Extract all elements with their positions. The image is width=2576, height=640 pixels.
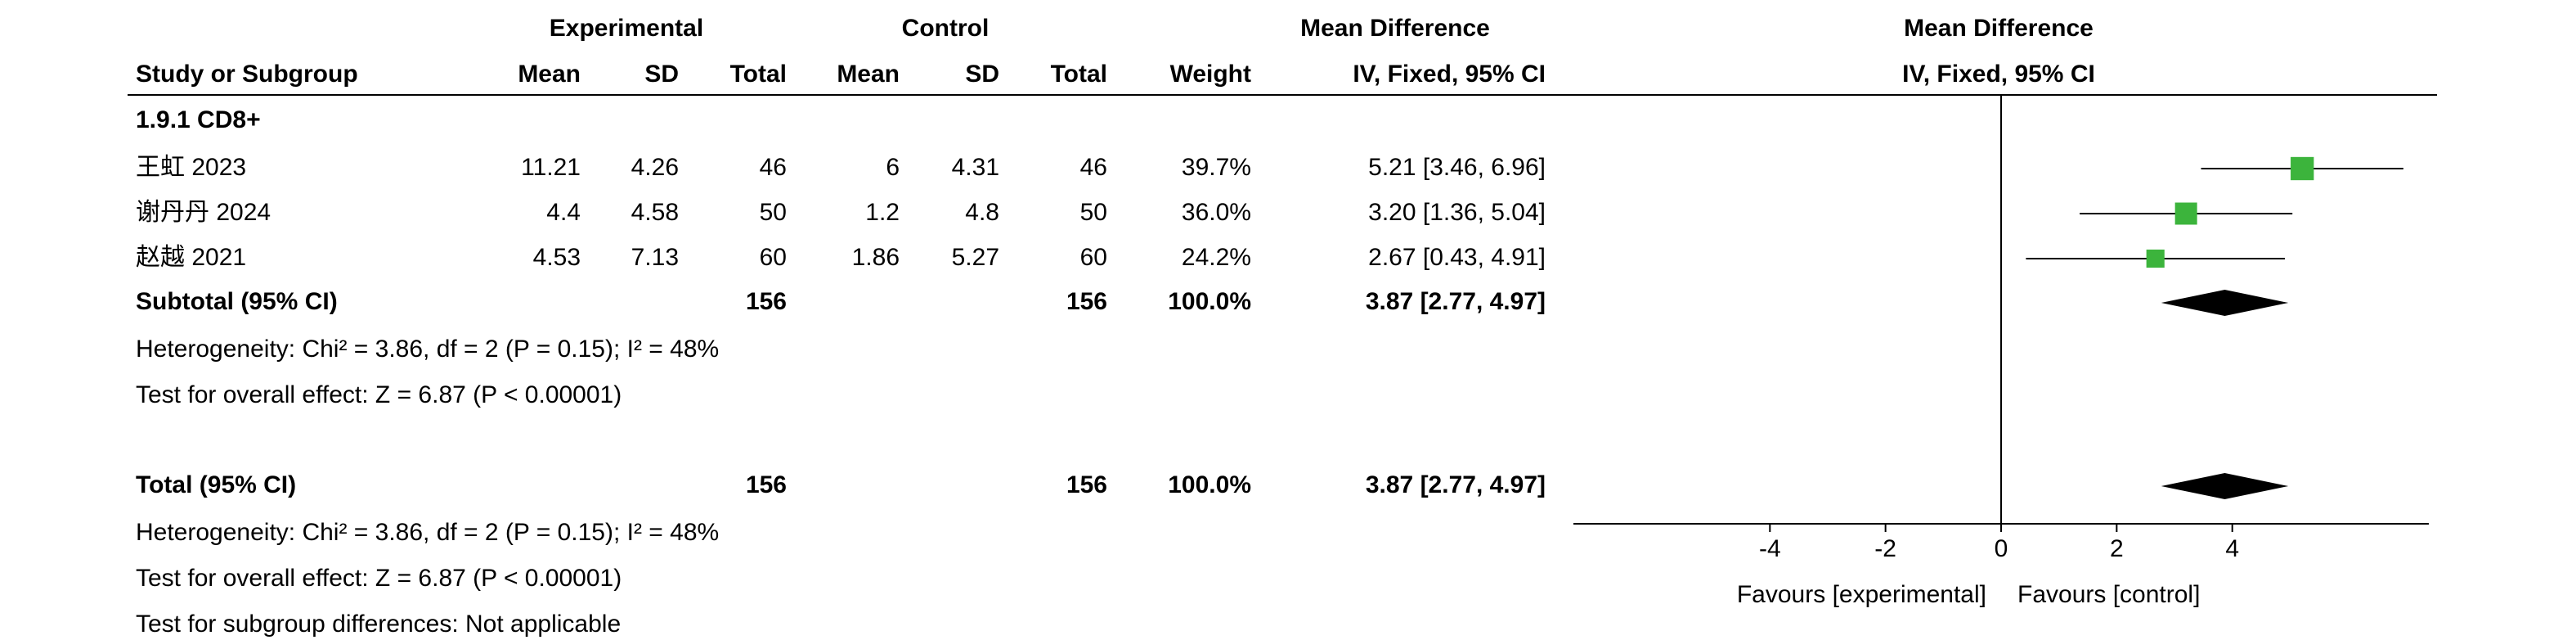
summary-note: Test for overall effect: Z = 6.87 (P < 0… xyxy=(136,381,622,408)
summary-cell: 3.87 [2.77, 4.97] xyxy=(1366,288,1546,315)
column-header: Total xyxy=(730,61,787,88)
x-tick-label: -2 xyxy=(1874,535,1896,562)
group-header: Experimental xyxy=(550,15,703,42)
group-header: Mean Difference xyxy=(1300,15,1490,42)
column-header: Study or Subgroup xyxy=(136,61,358,88)
summary-note: Test for overall effect: Z = 6.87 (P < 0… xyxy=(136,565,622,592)
group-header: Control xyxy=(902,15,990,42)
x-label-left: Favours [experimental] xyxy=(1737,581,1986,608)
x-tick-label: 2 xyxy=(2110,535,2124,562)
x-label-right: Favours [control] xyxy=(2017,581,2200,608)
x-tick-label: 4 xyxy=(2225,535,2239,562)
summary-cell: 156 xyxy=(1066,288,1107,315)
cell: 2.67 [0.43, 4.91] xyxy=(1368,244,1546,271)
summary-label: Subtotal (95% CI) xyxy=(136,288,338,315)
cell: 5.21 [3.46, 6.96] xyxy=(1368,154,1546,181)
column-header: SD xyxy=(965,61,999,88)
summary-cell: 100.0% xyxy=(1168,288,1251,315)
column-header: Total xyxy=(1051,61,1107,88)
cell: 1.2 xyxy=(865,199,900,226)
plot-header: Mean Difference xyxy=(1904,15,2094,42)
cell: 4.58 xyxy=(631,199,679,226)
summary-cell: 156 xyxy=(746,471,787,498)
cell: 4.53 xyxy=(533,244,581,271)
column-header: SD xyxy=(644,61,679,88)
summary-note: Test for subgroup differences: Not appli… xyxy=(136,611,621,638)
summary-cell: 100.0% xyxy=(1168,471,1251,498)
cell: 王虹 2023 xyxy=(136,154,246,181)
summary-note: Heterogeneity: Chi² = 3.86, df = 2 (P = … xyxy=(136,336,719,363)
cell: 36.0% xyxy=(1182,199,1251,226)
cell: 39.7% xyxy=(1182,154,1251,181)
column-header: Mean xyxy=(837,61,900,88)
column-header: Weight xyxy=(1170,61,1251,88)
study-square xyxy=(2146,249,2165,268)
cell: 3.20 [1.36, 5.04] xyxy=(1368,199,1546,226)
cell: 46 xyxy=(760,154,787,181)
column-header: IV, Fixed, 95% CI xyxy=(1353,61,1546,88)
cell: 赵越 2021 xyxy=(136,244,246,271)
summary-diamond xyxy=(2161,473,2289,499)
cell: 60 xyxy=(760,244,787,271)
x-tick-label: 0 xyxy=(1995,535,2008,562)
cell: 11.21 xyxy=(521,154,581,181)
cell: 46 xyxy=(1080,154,1107,181)
summary-label: Total (95% CI) xyxy=(136,471,296,498)
cell: 4.31 xyxy=(952,154,999,181)
x-tick-label: -4 xyxy=(1759,535,1781,562)
column-header: Mean xyxy=(518,61,581,88)
cell: 6 xyxy=(886,154,900,181)
cell: 50 xyxy=(1080,199,1107,226)
subgroup-title: 1.9.1 CD8+ xyxy=(136,106,261,133)
cell: 5.27 xyxy=(952,244,999,271)
plot-method: IV, Fixed, 95% CI xyxy=(1902,61,2095,88)
cell: 7.13 xyxy=(631,244,679,271)
cell: 50 xyxy=(760,199,787,226)
summary-cell: 3.87 [2.77, 4.97] xyxy=(1366,471,1546,498)
summary-cell: 156 xyxy=(1066,471,1107,498)
cell: 1.86 xyxy=(852,244,900,271)
cell: 24.2% xyxy=(1182,244,1251,271)
cell: 60 xyxy=(1080,244,1107,271)
cell: 谢丹丹 2024 xyxy=(136,199,271,226)
summary-cell: 156 xyxy=(746,288,787,315)
summary-note: Heterogeneity: Chi² = 3.86, df = 2 (P = … xyxy=(136,519,719,546)
study-square xyxy=(2291,156,2314,181)
cell: 4.8 xyxy=(965,199,999,226)
cell: 4.26 xyxy=(631,154,679,181)
study-square xyxy=(2174,202,2197,225)
summary-diamond xyxy=(2161,290,2289,316)
cell: 4.4 xyxy=(546,199,581,226)
